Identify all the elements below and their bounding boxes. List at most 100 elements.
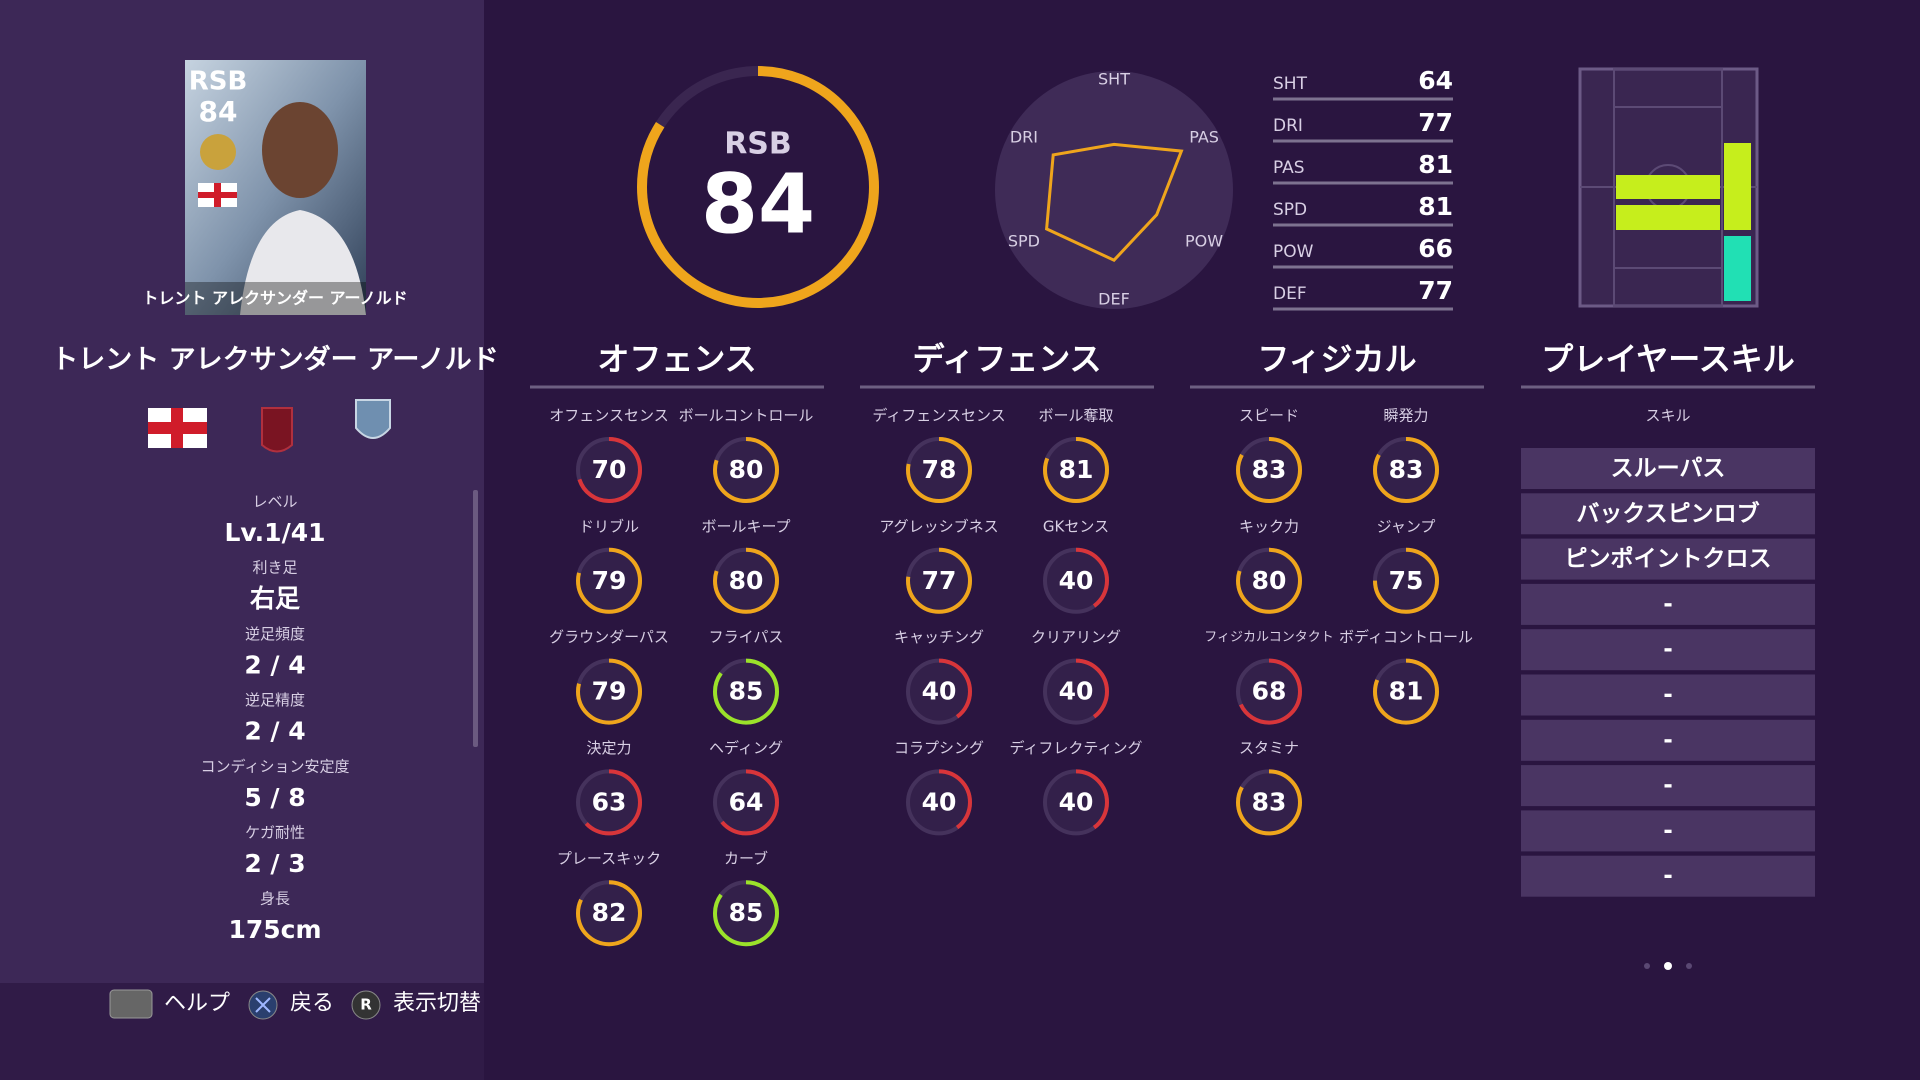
info-label: ケガ耐性: [245, 824, 305, 842]
ring-arc: [1236, 547, 1302, 614]
skill-name: -: [1663, 591, 1673, 617]
page-dot: [1644, 963, 1650, 969]
stat-value: 40: [1059, 566, 1094, 595]
info-value: 右足: [250, 584, 300, 613]
stat-label: プレースキック: [557, 850, 661, 868]
stat-value: 85: [729, 898, 764, 927]
cross-glyph: [255, 997, 271, 1013]
skill-name: -: [1663, 682, 1673, 708]
stat-value: 64: [729, 787, 764, 816]
toggle-label[interactable]: 表示切替: [393, 991, 481, 1016]
stat-name: SPD: [1273, 200, 1307, 220]
stat-label: 瞬発力: [1383, 407, 1428, 425]
card-name: トレント アレクサンダー アーノルド: [142, 289, 407, 308]
player-name: トレント アレクサンダー アーノルド: [51, 344, 499, 376]
stat-value: 79: [592, 677, 627, 706]
stat-value: 81: [1389, 677, 1424, 706]
position-map: [1578, 67, 1759, 308]
stat-value: 80: [729, 566, 764, 595]
rating-position: RSB: [724, 127, 792, 162]
info-label: 利き足: [252, 559, 297, 577]
footer-bg: [0, 983, 484, 1080]
info-value: Lv.1/41: [224, 518, 325, 547]
stat-label: ドリブル: [579, 517, 639, 535]
ring-arc: [576, 769, 642, 836]
ring-arc: [576, 437, 642, 503]
stat-value: 83: [1252, 787, 1287, 816]
ring-arc: [576, 547, 642, 614]
info-label: 逆足頻度: [245, 625, 305, 643]
ring-arc: [906, 658, 972, 725]
stat-label: コラプシング: [894, 739, 984, 757]
card-rating: 84: [199, 95, 238, 128]
stat-label: ディフレクティング: [1009, 739, 1142, 757]
stat-label: アグレッシブネス: [879, 517, 998, 535]
ring-arc: [576, 880, 642, 947]
stat-name: DEF: [1273, 284, 1307, 304]
skill-name: -: [1663, 818, 1673, 844]
radar-label: POW: [1185, 232, 1223, 251]
info-value: 2 / 4: [244, 717, 305, 746]
radar-shape: [1045, 142, 1184, 263]
stat-label: ボディコントロール: [1339, 628, 1473, 646]
skill-slot: [1521, 674, 1815, 716]
stat-value: 83: [1389, 455, 1424, 484]
ring-arc: [1236, 658, 1302, 725]
stat-label: スタミナ: [1239, 739, 1299, 757]
stat-label: キック力: [1239, 517, 1299, 535]
skill-name: スルーパス: [1611, 456, 1726, 482]
skill-name: -: [1663, 727, 1673, 753]
skill-slot: [1521, 629, 1815, 671]
page-dot: [1686, 963, 1692, 969]
ring-arc: [1236, 769, 1302, 836]
stat-name: PAS: [1273, 158, 1305, 178]
player-card: RSB 84 トレント アレクサンダー アーノルド: [142, 60, 408, 315]
stat-label: キャッチング: [894, 628, 984, 646]
back-label[interactable]: 戻る: [290, 991, 334, 1016]
stat-value: 82: [592, 898, 627, 927]
skills-title: プレイヤースキル: [1541, 340, 1794, 378]
stat-value: 77: [1418, 276, 1453, 305]
radar-label: SHT: [1098, 70, 1130, 89]
league-badge: [355, 399, 391, 439]
stat-value: 68: [1252, 677, 1287, 706]
help-label[interactable]: ヘルプ: [164, 991, 230, 1016]
stat-label: ボール奪取: [1038, 407, 1113, 425]
skill-slot: [1521, 719, 1815, 761]
card-position: RSB: [189, 67, 248, 97]
page-dot: [1664, 962, 1672, 970]
ring-arc: [906, 437, 972, 503]
stat-value: 78: [922, 455, 957, 484]
ring-arc: [1373, 658, 1439, 725]
stat-value: 40: [922, 677, 957, 706]
ring-arc: [576, 658, 642, 725]
stat-value: 81: [1418, 150, 1453, 179]
ring-arc: [713, 437, 779, 503]
scrollbar: [473, 490, 478, 747]
stat-name: POW: [1273, 242, 1314, 262]
stat-value: 64: [1418, 66, 1453, 95]
ring-arc: [906, 547, 972, 614]
stat-value: 70: [592, 455, 627, 484]
stat-label: グラウンダーパス: [549, 628, 669, 646]
info-value: 2 / 4: [244, 650, 305, 679]
radar-label: DRI: [1010, 128, 1038, 147]
ring-arc: [1043, 437, 1109, 503]
stat-value: 40: [1059, 787, 1094, 816]
radar-label: DEF: [1098, 290, 1130, 309]
radar-label: SPD: [1008, 232, 1040, 251]
skill-name: -: [1663, 863, 1673, 889]
ring-arc: [1373, 437, 1439, 503]
stat-value: 63: [592, 787, 627, 816]
stat-label: オフェンスセンス: [549, 407, 668, 425]
rating-arc: [637, 66, 879, 308]
stat-label: フィジカルコンタクト: [1204, 630, 1333, 645]
info-label: 身長: [260, 890, 290, 908]
ring-arc: [713, 547, 779, 614]
stat-label: クリアリング: [1031, 628, 1121, 646]
section-title: オフェンス: [597, 340, 756, 378]
club-badge: [261, 407, 293, 453]
stat-label: フライパス: [709, 628, 784, 646]
skill-name: ピンポイントクロス: [1565, 545, 1772, 572]
